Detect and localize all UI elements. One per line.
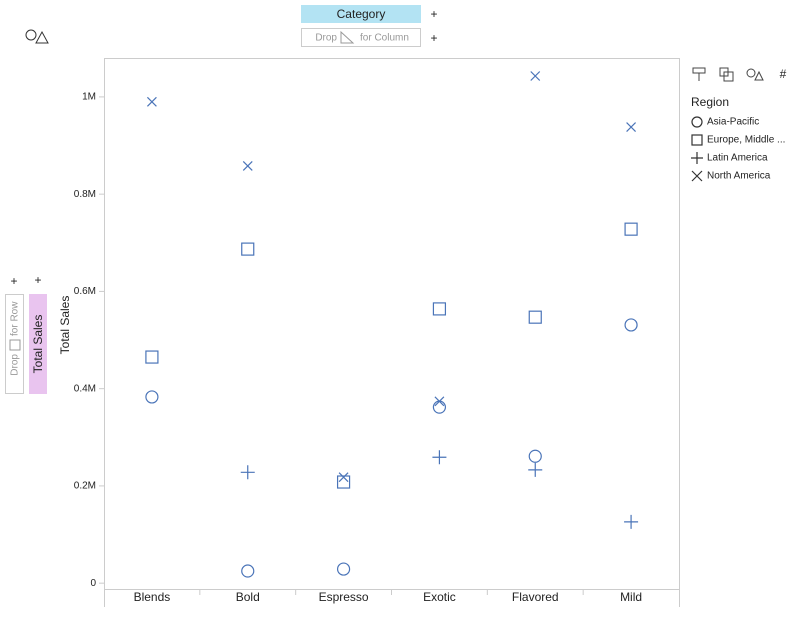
data-point [624, 318, 638, 332]
drop-icon [340, 30, 355, 44]
data-point [434, 396, 445, 407]
data-point [624, 222, 638, 236]
data-point [528, 449, 542, 463]
marker-shape [624, 318, 638, 332]
add-button[interactable]: + [34, 273, 41, 287]
add-button[interactable]: + [430, 31, 437, 45]
shape-legend-icon[interactable] [746, 68, 764, 81]
marker-shape [336, 562, 351, 576]
data-point [338, 472, 349, 483]
data-point [432, 450, 447, 465]
drop-text: Drop [10, 354, 21, 376]
drop-text: for Row [10, 301, 21, 336]
marker-shape [691, 116, 703, 128]
y-tick-label: 0.4M [74, 383, 96, 394]
legend-toolbar: # [692, 67, 787, 82]
column-pill[interactable] [301, 5, 421, 23]
shape-icon[interactable] [25, 29, 49, 44]
column-drop-zone[interactable] [301, 28, 421, 47]
x-tick-label: Flavored [512, 590, 559, 604]
legend-label: Europe, Middle ... [707, 135, 785, 146]
data-point [145, 350, 159, 364]
drop-text: Drop [315, 33, 337, 44]
data-point [336, 562, 351, 576]
legend-label: North America [707, 171, 771, 182]
marker-shape [145, 350, 159, 364]
column-pill-label: Category [337, 7, 386, 21]
marker-shape [528, 449, 542, 463]
marker-shape [530, 71, 541, 81]
marker-shape [528, 310, 542, 324]
marker-shape [241, 242, 255, 256]
y-tick-label: 0 [90, 578, 96, 589]
x-tick-label: Espresso [319, 590, 369, 604]
marker-shape [336, 475, 351, 489]
data-point [241, 564, 255, 578]
marker-shape [432, 302, 447, 316]
data-point [241, 242, 255, 256]
marker-shape [528, 462, 543, 477]
row-drop-zone[interactable] [5, 294, 24, 394]
data-point [432, 400, 447, 414]
drop-text: for Column [360, 33, 409, 44]
marker-shape [242, 161, 253, 171]
add-button[interactable]: + [10, 274, 17, 288]
drop-icon [9, 339, 21, 351]
data-point [336, 475, 351, 489]
add-button[interactable]: + [430, 7, 437, 21]
data-point [624, 514, 639, 529]
marker-shape [432, 450, 447, 465]
text-icon[interactable]: # [780, 67, 787, 81]
y-tick-label: 0.6M [74, 286, 96, 297]
marker-shape [338, 472, 349, 483]
data-point [432, 302, 447, 316]
data-point [145, 390, 159, 404]
marker-shape [146, 96, 157, 107]
color-icon[interactable] [719, 67, 734, 82]
marker-shape [432, 400, 447, 414]
y-axis-title: Total Sales [58, 296, 72, 355]
legend-marker [691, 116, 703, 128]
marker-shape [145, 390, 159, 404]
data-point [240, 465, 255, 480]
marker-shape [240, 465, 255, 480]
data-point [528, 462, 543, 477]
x-tick-label: Exotic [423, 590, 456, 604]
legend-title: Region [691, 95, 729, 109]
data-point [528, 310, 542, 324]
x-tick-label: Bold [236, 590, 260, 604]
marker-shape [241, 564, 255, 578]
marker-shape [434, 396, 445, 407]
marker-shape [691, 170, 703, 182]
marker-shape [624, 514, 639, 529]
legend-marker [691, 134, 703, 146]
x-tick-label: Blends [134, 590, 171, 604]
legend-label: Asia-Pacific [707, 117, 759, 128]
legend-marker [691, 152, 703, 164]
data-point [242, 161, 253, 171]
row-pill-label: Total Sales [31, 315, 45, 374]
legend-label: Latin America [707, 153, 768, 164]
y-tick-label: 0.8M [74, 189, 96, 200]
y-tick-label: 1M [82, 92, 96, 103]
data-point [530, 71, 541, 81]
plot-frame [104, 58, 680, 590]
marker-shape [624, 222, 638, 236]
marker-shape [626, 122, 637, 132]
y-tick-label: 0.2M [74, 481, 96, 492]
row-pill[interactable] [29, 294, 47, 394]
marker-shape [691, 134, 703, 146]
x-tick-label: Mild [620, 590, 642, 604]
format-icon[interactable] [692, 67, 706, 81]
data-point [146, 96, 157, 107]
marker-shape [691, 152, 703, 164]
data-point [626, 122, 637, 132]
legend-marker [691, 170, 703, 182]
